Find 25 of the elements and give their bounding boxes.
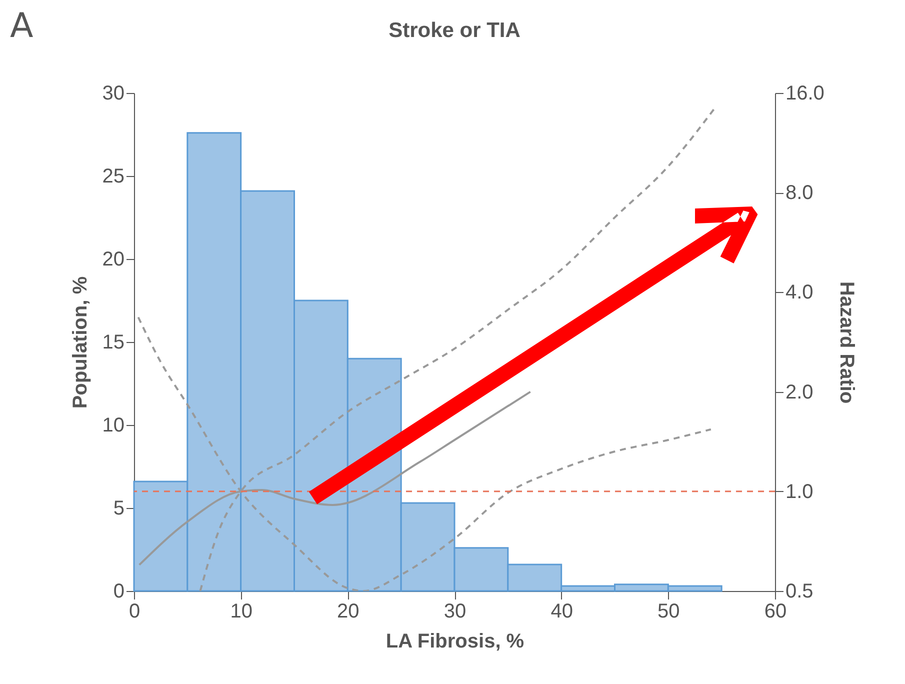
x-tick-label: 60: [764, 600, 787, 622]
y-tick-label: 20: [102, 248, 124, 270]
y2-tick-label: 8.0: [786, 182, 814, 204]
y-tick-label: 30: [102, 82, 124, 104]
x-tick-label: 20: [337, 600, 360, 622]
y2-tick-label: 2.0: [786, 381, 814, 404]
y-tick-label: 15: [102, 332, 124, 354]
y-tick-label: 10: [102, 414, 124, 436]
y-axis-title: Population, %: [69, 276, 92, 409]
y2-axis-title: Hazard Ratio: [835, 281, 858, 404]
x-tick-label: 10: [230, 600, 252, 622]
chart-title: Stroke or TIA: [388, 19, 520, 42]
y-tick-label: 25: [102, 166, 124, 188]
x-tick-label: 30: [444, 600, 466, 622]
y2-tick-label: 4.0: [786, 282, 814, 304]
x-tick-label: 0: [128, 600, 140, 622]
text: A: [10, 6, 34, 46]
x-axis-title: LA Fibrosis, %: [386, 630, 524, 652]
y-tick-label: 0: [113, 580, 124, 602]
y2-tick-label: 1.0: [786, 480, 814, 503]
y2-tick-label: 0.5: [786, 580, 814, 602]
x-tick-label: 50: [658, 600, 680, 622]
x-tick-label: 40: [550, 600, 573, 622]
y-tick-label: 5: [113, 498, 124, 520]
y2-tick-label: 16.0: [786, 82, 824, 104]
